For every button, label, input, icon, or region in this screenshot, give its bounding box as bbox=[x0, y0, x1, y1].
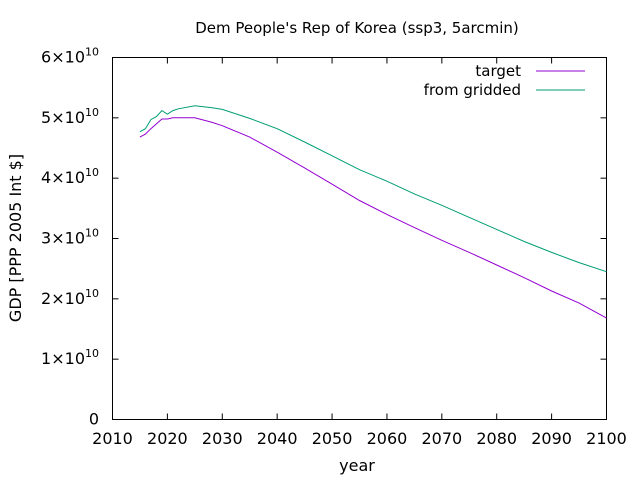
y-tick-label: 1×1010 bbox=[41, 347, 99, 368]
legend: target from gridded bbox=[424, 62, 585, 99]
x-tick-label: 2090 bbox=[531, 429, 572, 448]
x-tick-label: 2060 bbox=[367, 429, 408, 448]
chart-title: Dem People's Rep of Korea (ssp3, 5arcmin… bbox=[195, 19, 519, 37]
y-axis: 0 1×1010 2×1010 3×1010 4×1010 5×1010 6×1010 bbox=[41, 46, 607, 429]
x-tick-label: 2070 bbox=[421, 429, 462, 448]
y-tick-label: 2×1010 bbox=[41, 287, 99, 308]
y-axis-label: GDP [PPP 2005 Int $] bbox=[6, 154, 25, 322]
x-tick-label: 2100 bbox=[586, 429, 627, 448]
y-tick-label: 6×1010 bbox=[41, 46, 99, 67]
y-tick-label: 0 bbox=[89, 410, 99, 429]
plot-frame bbox=[112, 57, 607, 420]
x-axis-label: year bbox=[339, 456, 375, 475]
y-tick-label: 3×1010 bbox=[41, 227, 99, 248]
series-line-from-gridded bbox=[139, 105, 607, 273]
series-layer bbox=[139, 105, 607, 319]
legend-label-from-gridded: from gridded bbox=[424, 81, 521, 99]
legend-label-target: target bbox=[475, 62, 521, 80]
series-line-target bbox=[139, 117, 607, 319]
x-tick-label: 2080 bbox=[476, 429, 517, 448]
x-tick-label: 2020 bbox=[147, 429, 188, 448]
x-axis: 2010 2020 2030 2040 2050 2060 2070 2080 2090 2100 bbox=[92, 57, 627, 448]
y-tick-label: 5×1010 bbox=[41, 106, 99, 127]
x-tick-label: 2050 bbox=[312, 429, 353, 448]
y-tick-label: 4×1010 bbox=[41, 166, 99, 187]
x-tick-label: 2030 bbox=[202, 429, 243, 448]
x-tick-label: 2040 bbox=[257, 429, 298, 448]
x-tick-label: 2010 bbox=[92, 429, 133, 448]
